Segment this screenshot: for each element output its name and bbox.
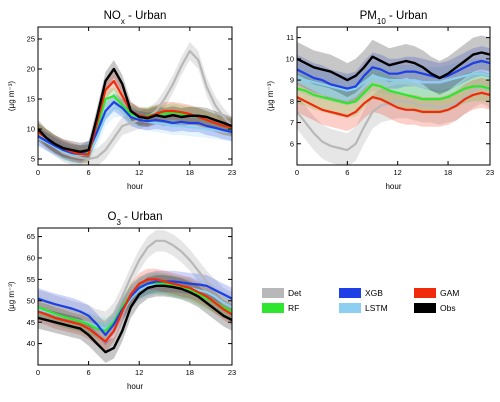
y-tick-label: 20 [27,65,35,74]
x-tick-label: 0 [36,168,40,177]
y-tick-label: 5 [31,155,35,164]
band-det [38,42,232,165]
x-tick-label: 0 [36,368,40,377]
x-tick-label: 18 [186,368,194,377]
panel-2: 0 6 12 18 23 40 45 50 55 60 65 O3 - Urban hour (µg m⁻… [7,211,236,391]
legend-swatch-obs [414,303,436,313]
legend-swatch-rf [262,303,284,313]
x-tick-label: 18 [444,168,452,177]
y-tick-label: 10 [27,125,35,134]
legend-swatch-lstm [339,303,361,313]
series-line-obs [38,67,232,153]
x-tick-label: 18 [186,168,194,177]
y-tick-label: 8 [290,97,294,106]
panel-1: 0 6 12 18 23 6 7 8 9 10 11 PM10 - Urban hour (µg m⁻³) [266,10,494,191]
band-obs [38,275,232,363]
y-tick-label: 9 [290,76,294,85]
y-tick-label: 10 [286,54,294,63]
x-tick-label: 12 [394,168,402,177]
y-tick-label: 55 [27,275,35,284]
y-tick-label: 7 [290,118,294,127]
y-axis-label: (µg m⁻³) [7,81,16,111]
x-tick-label: 12 [135,368,143,377]
chart-title: NOx - Urban [104,10,167,26]
y-tick-label: 6 [290,139,294,148]
band-rf [38,87,232,164]
y-tick-label: 65 [27,232,35,241]
y-axis-label: (µg m⁻³) [266,81,275,111]
legend-label-obs: Obs [440,303,456,313]
chart-title: O3 - Urban [108,211,163,227]
x-tick-label: 6 [87,168,91,177]
band-lstm [297,58,490,106]
x-tick-label: 12 [135,168,143,177]
series-line-gam [38,278,232,343]
series-line-det [38,239,232,324]
plot-frame [37,26,233,166]
plot-area [38,230,232,363]
band-det [38,230,232,333]
legend-label-lstm: LSTM [365,303,388,313]
x-axis-label: hour [127,182,143,191]
series-line-gam [297,91,490,118]
legend: Det RF XGB LSTM GAM Obs [262,288,459,313]
series-line-det [38,49,232,161]
y-tick-label: 11 [286,33,294,42]
legend-swatch-gam [414,288,436,298]
plot-frame [37,227,233,366]
x-axis-label: hour [385,182,401,191]
x-tick-label: 23 [228,368,236,377]
band-det [297,69,490,165]
band-xgb [38,93,232,164]
legend-label-gam: GAM [440,288,459,298]
legend-swatch-det [262,288,284,298]
x-axis-label: hour [127,382,143,391]
series-line-xgb [38,280,232,337]
legend-label-rf: RF [288,303,299,313]
y-tick-label: 25 [27,35,35,44]
series-line-obs [297,51,490,82]
legend-label-det: Det [288,288,302,298]
x-tick-label: 23 [228,168,236,177]
x-tick-label: 6 [87,368,91,377]
series-line-lstm [297,72,490,92]
y-axis-label: (µg m⁻³) [7,281,16,311]
band-lstm [38,99,232,165]
legend-label-xgb: XGB [365,288,383,298]
x-tick-label: 0 [295,168,299,177]
chart-title: PM10 - Urban [360,10,428,26]
series-line-det [297,85,490,152]
y-tick-label: 50 [27,296,35,305]
y-tick-label: 45 [27,318,35,327]
plot-area [38,42,232,165]
y-tick-label: 60 [27,254,35,263]
band-obs [38,60,232,161]
legend-swatch-xgb [339,288,361,298]
series-line-xgb [297,59,490,90]
plot-area [297,35,490,165]
series-line-obs [38,284,232,354]
x-tick-label: 23 [486,168,494,177]
x-tick-label: 6 [345,168,349,177]
y-tick-label: 40 [27,339,35,348]
y-tick-label: 15 [27,95,35,104]
plot-frame [296,26,491,166]
series-line-xgb [38,100,232,156]
series-line-rf [297,83,490,105]
panel-0: 0 6 12 18 23 5 10 15 20 25 NOx - Urban hour (µg m⁻³) [7,10,236,191]
